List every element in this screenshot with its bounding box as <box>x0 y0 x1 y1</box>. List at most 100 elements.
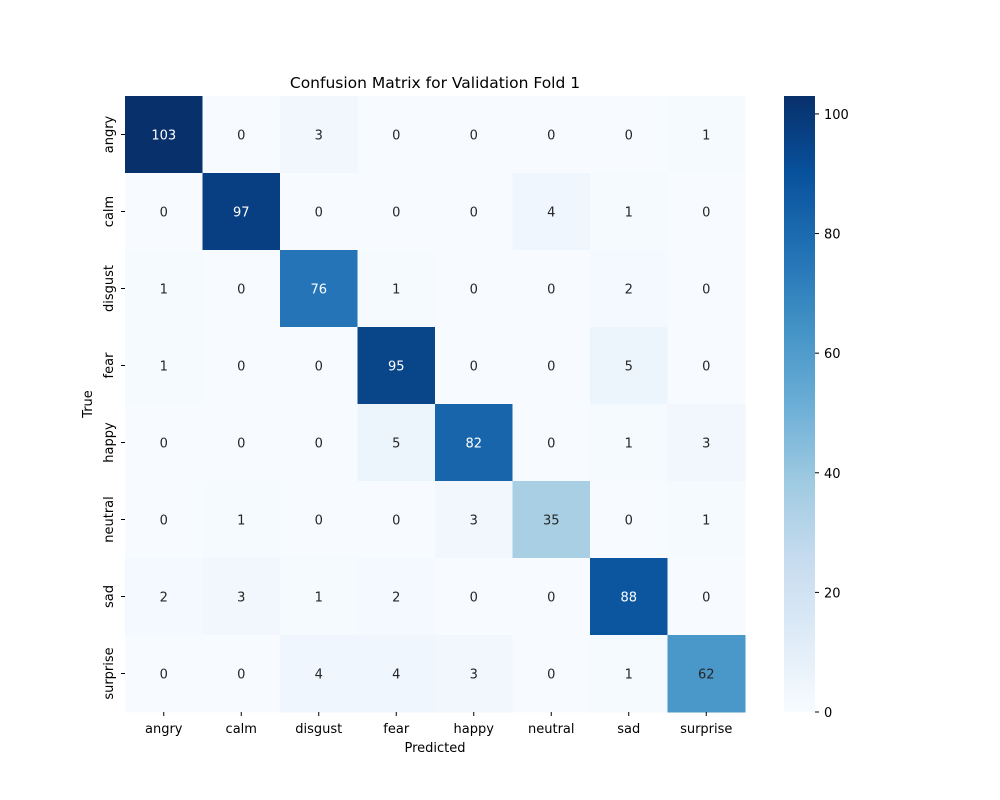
cell-value-label: 1 <box>702 514 710 529</box>
colorbar <box>784 96 815 712</box>
x-tick-labels: angry calm disgust fear happy neutral sad surpr… <box>145 712 732 737</box>
y-tick-labels: angry calm disgust fear happy neutral sad surpr… <box>102 115 125 700</box>
x-tick-label: surprise <box>680 722 732 737</box>
heatmap-cell <box>357 96 436 174</box>
heatmap-cell <box>280 173 358 251</box>
cell-value-label: 5 <box>625 360 633 375</box>
cell-value-label: 0 <box>392 206 400 221</box>
heatmap-cell <box>512 173 591 251</box>
heatmap-cell <box>125 173 203 251</box>
heatmap-cell <box>667 96 746 174</box>
cell-value-label: 0 <box>547 283 555 298</box>
heatmap-cell <box>202 481 281 559</box>
cell-value-label: 3 <box>315 129 323 144</box>
cell-value-label: 3 <box>470 668 478 683</box>
cell-value-label: 0 <box>547 129 555 144</box>
cell-value-label: 4 <box>315 668 323 683</box>
cell-value-label: 0 <box>160 437 168 452</box>
heatmap-cell <box>435 481 513 559</box>
heatmap-cell <box>280 481 358 559</box>
cell-value-label: 0 <box>315 514 323 529</box>
cell-value-label: 0 <box>625 129 633 144</box>
heatmap-cell <box>667 481 746 559</box>
heatmap-cell <box>125 558 203 636</box>
cell-value-label: 0 <box>315 206 323 221</box>
x-tick-label: fear <box>383 722 410 737</box>
heatmap-cell <box>280 635 358 713</box>
cell-value-label: 0 <box>470 283 478 298</box>
cell-value-label: 0 <box>160 514 168 529</box>
heatmap-cell <box>357 635 436 713</box>
cell-value-label: 0 <box>237 668 245 683</box>
heatmap-cell <box>435 173 513 251</box>
heatmap-cell <box>667 250 746 328</box>
heatmap-cell <box>590 327 668 405</box>
cell-value-label: 0 <box>392 514 400 529</box>
colorbar-tick-label: 60 <box>824 347 841 362</box>
heatmap-cell <box>435 635 513 713</box>
heatmap-cell <box>667 558 746 636</box>
cell-value-label: 97 <box>233 206 250 221</box>
heatmap-cell <box>280 327 358 405</box>
x-tick-label: happy <box>454 722 495 737</box>
cell-value-label: 76 <box>310 283 327 298</box>
cell-value-label: 3 <box>237 591 245 606</box>
colorbar-tick-label: 100 <box>824 108 849 123</box>
cell-value-label: 3 <box>470 514 478 529</box>
heatmap-cell <box>202 96 281 174</box>
cell-value-label: 0 <box>160 668 168 683</box>
heatmap-cell <box>667 404 746 482</box>
cell-value-label: 1 <box>625 206 633 221</box>
heatmap-cell <box>125 635 203 713</box>
heatmap-cell <box>512 481 591 559</box>
heatmap-cell <box>202 558 281 636</box>
heatmap-cell <box>435 96 513 174</box>
y-tick-label: disgust <box>102 265 117 312</box>
cell-value-label: 103 <box>151 129 176 144</box>
cell-value-label: 1 <box>702 129 710 144</box>
heatmap-cell <box>280 96 358 174</box>
heatmap-cell <box>357 481 436 559</box>
heatmap-cell <box>512 635 591 713</box>
cell-value-label: 1 <box>237 514 245 529</box>
cell-value-label: 0 <box>237 129 245 144</box>
cell-value-label: 1 <box>160 360 168 375</box>
colorbar-tick-label: 80 <box>824 228 841 243</box>
heatmap-cell <box>280 404 358 482</box>
colorbar-tick-label: 20 <box>824 586 841 601</box>
heatmap-cell <box>280 558 358 636</box>
colorbar-ticks: 0 20 40 60 80 100 <box>815 108 849 721</box>
heatmap-cell <box>590 404 668 482</box>
heatmap-cell <box>125 404 203 482</box>
cell-value-label: 0 <box>160 206 168 221</box>
heatmap-cell <box>357 250 436 328</box>
cell-value-label: 0 <box>702 591 710 606</box>
cell-value-label: 4 <box>547 206 555 221</box>
chart-title: Confusion Matrix for Validation Fold 1 <box>290 74 580 92</box>
colorbar-tick-label: 0 <box>824 706 832 721</box>
y-axis-label: True <box>81 390 96 419</box>
heatmap-cell <box>435 250 513 328</box>
x-tick-label: calm <box>226 722 257 737</box>
x-tick-label: disgust <box>295 722 342 737</box>
cell-value-label: 0 <box>470 206 478 221</box>
x-tick-label: sad <box>617 722 640 737</box>
y-tick-label: neutral <box>102 496 117 543</box>
x-tick-label: angry <box>145 722 183 737</box>
cell-value-label: 0 <box>237 283 245 298</box>
cell-value-label: 0 <box>547 591 555 606</box>
cell-value-label: 62 <box>698 668 715 683</box>
cell-value-label: 2 <box>625 283 633 298</box>
heatmap-cell <box>667 635 746 713</box>
cell-value-label: 0 <box>547 668 555 683</box>
heatmap-cell <box>357 404 436 482</box>
cell-value-label: 5 <box>392 437 400 452</box>
cell-value-label: 95 <box>388 360 405 375</box>
cell-value-label: 0 <box>702 283 710 298</box>
cell-value-label: 1 <box>625 437 633 452</box>
heatmap-cell <box>667 173 746 251</box>
cell-value-label: 0 <box>547 437 555 452</box>
heatmap-cell <box>512 96 591 174</box>
cell-value-label: 1 <box>392 283 400 298</box>
heatmap-cell <box>590 481 668 559</box>
